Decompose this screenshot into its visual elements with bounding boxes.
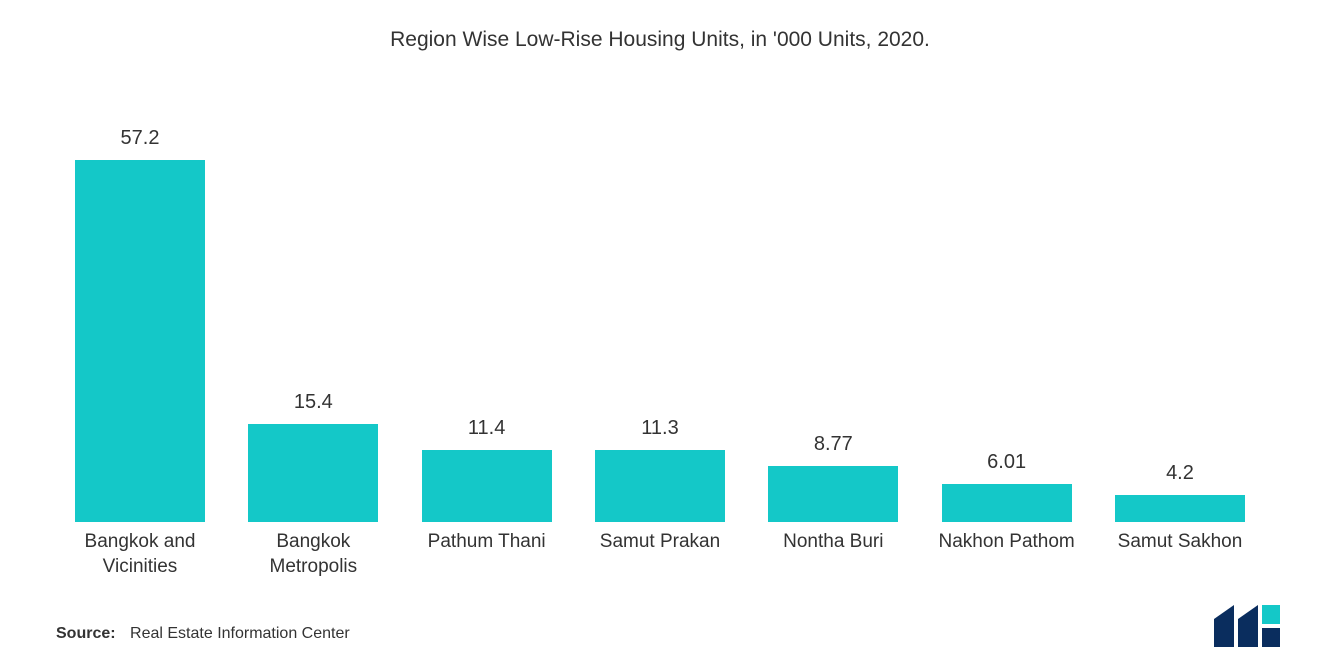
source-line: Source: Real Estate Information Center <box>56 625 350 643</box>
bar <box>768 466 898 522</box>
bar-group: 15.4 <box>233 391 393 522</box>
bar-group: 11.3 <box>580 417 740 522</box>
brand-logo-icon <box>1214 605 1280 647</box>
bar-value-label: 8.77 <box>814 433 853 456</box>
bar <box>595 450 725 522</box>
bar <box>1115 495 1245 522</box>
bar-value-label: 15.4 <box>294 391 333 414</box>
bar-value-label: 11.3 <box>641 417 678 440</box>
bar <box>248 424 378 522</box>
category-label: Nontha Buri <box>753 530 913 579</box>
bar <box>942 484 1072 522</box>
category-label: Bangkok Metropolis <box>233 530 393 579</box>
bar-value-label: 4.2 <box>1166 462 1194 485</box>
category-axis: Bangkok and Vicinities Bangkok Metropolis… <box>40 522 1280 579</box>
bar-group: 11.4 <box>407 417 567 522</box>
bar-group: 6.01 <box>927 451 1087 522</box>
bar-group: 8.77 <box>753 433 913 522</box>
category-label: Nakhon Pathom <box>927 530 1087 579</box>
bar-value-label: 6.01 <box>987 451 1026 474</box>
bar-group: 4.2 <box>1100 462 1260 522</box>
bar-group: 57.2 <box>60 127 220 522</box>
category-label: Samut Prakan <box>580 530 740 579</box>
source-label: Source: <box>56 625 116 642</box>
source-text: Real Estate Information Center <box>130 625 350 642</box>
category-label: Pathum Thani <box>407 530 567 579</box>
bar <box>422 450 552 522</box>
bar-chart: 57.2 15.4 11.4 11.3 8.77 6.01 4.2 <box>40 82 1280 522</box>
bar <box>75 160 205 522</box>
chart-container: Region Wise Low-Rise Housing Units, in '… <box>0 0 1320 665</box>
chart-title: Region Wise Low-Rise Housing Units, in '… <box>40 28 1280 52</box>
category-label: Samut Sakhon <box>1100 530 1260 579</box>
bar-value-label: 11.4 <box>468 417 505 440</box>
bar-value-label: 57.2 <box>121 127 160 150</box>
category-label: Bangkok and Vicinities <box>60 530 220 579</box>
